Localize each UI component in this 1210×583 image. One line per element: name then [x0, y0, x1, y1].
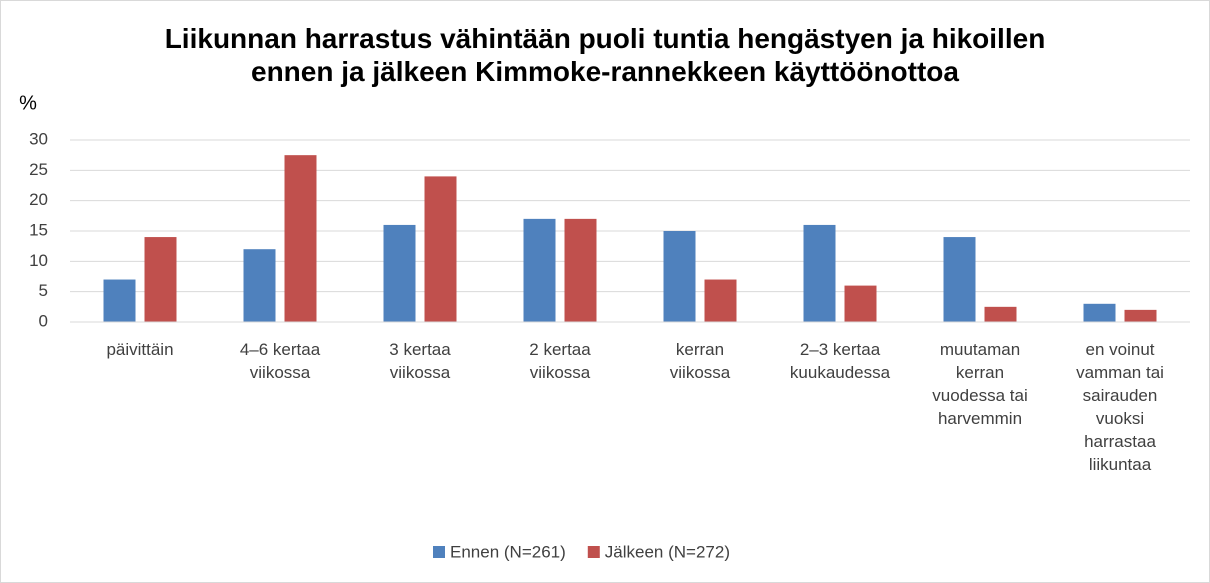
x-tick-label: kerran viikossa	[670, 340, 731, 382]
x-tick-label: muutaman kerran vuodessa tai harvemmin	[932, 340, 1027, 428]
y-axis-label: %	[19, 92, 37, 114]
x-tick-label: 2–3 kertaa kuukaudessa	[790, 340, 891, 382]
bar	[243, 249, 276, 322]
y-tick-label: 15	[29, 220, 48, 239]
bar	[943, 237, 976, 322]
bar	[803, 224, 836, 322]
bar	[1124, 309, 1157, 322]
legend-swatch	[433, 546, 445, 558]
bar	[144, 237, 177, 322]
legend-label: Jälkeen (N=272)	[605, 542, 730, 561]
y-tick-label: 10	[29, 251, 48, 270]
chart-title: Liikunnan harrastus vähintään puoli tunt…	[164, 23, 1046, 87]
x-tick-label: 2 kertaa viikossa	[529, 340, 591, 382]
x-tick-label: 4–6 kertaa viikossa	[240, 340, 321, 382]
legend-label: Ennen (N=261)	[450, 542, 566, 561]
y-tick-label: 20	[29, 190, 48, 209]
y-tick-label: 30	[29, 129, 48, 148]
bar	[663, 231, 696, 322]
x-tick-label: en voinut vamman tai sairauden vuoksi harras…	[1076, 340, 1164, 474]
bar	[523, 218, 556, 322]
y-tick-label: 0	[39, 311, 48, 330]
bar	[284, 155, 317, 322]
bar	[984, 306, 1017, 322]
y-tick-label: 5	[39, 281, 48, 300]
x-tick-label: päivittäin	[106, 340, 173, 359]
x-tick-label: 3 kertaa viikossa	[389, 340, 451, 382]
bar	[383, 224, 416, 322]
bar	[103, 279, 136, 322]
bar	[564, 218, 597, 322]
bar	[424, 176, 457, 322]
y-tick-label: 25	[29, 160, 48, 179]
bar	[704, 279, 737, 322]
bar	[1083, 303, 1116, 322]
legend-swatch	[587, 546, 600, 558]
bar	[844, 285, 877, 322]
